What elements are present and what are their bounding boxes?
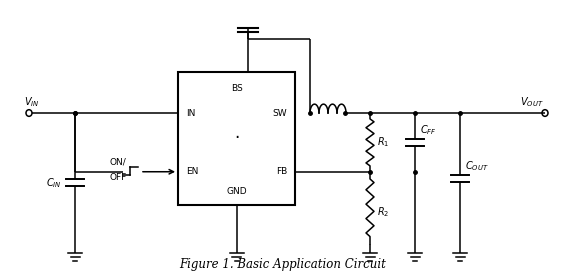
Bar xyxy=(178,72,295,205)
Text: EN: EN xyxy=(186,167,198,176)
Text: BS: BS xyxy=(230,84,242,93)
Text: ON/: ON/ xyxy=(110,157,127,166)
Text: OFF: OFF xyxy=(110,173,127,182)
Text: ·: · xyxy=(234,130,239,147)
Text: Figure 1. Basic Application Circuit: Figure 1. Basic Application Circuit xyxy=(179,258,387,271)
Text: $C_{IN}$: $C_{IN}$ xyxy=(46,176,62,190)
Text: IN: IN xyxy=(186,109,195,117)
Text: GND: GND xyxy=(226,187,247,196)
Text: $R_1$: $R_1$ xyxy=(377,135,389,149)
Text: $C_{FF}$: $C_{FF}$ xyxy=(420,123,437,137)
Text: $V_{OUT}$: $V_{OUT}$ xyxy=(520,95,544,109)
Text: $C_{OUT}$: $C_{OUT}$ xyxy=(465,159,488,173)
Text: FB: FB xyxy=(276,167,287,176)
Text: SW: SW xyxy=(272,109,287,117)
Text: $V_{IN}$: $V_{IN}$ xyxy=(24,95,40,109)
Text: $R_2$: $R_2$ xyxy=(377,205,389,219)
